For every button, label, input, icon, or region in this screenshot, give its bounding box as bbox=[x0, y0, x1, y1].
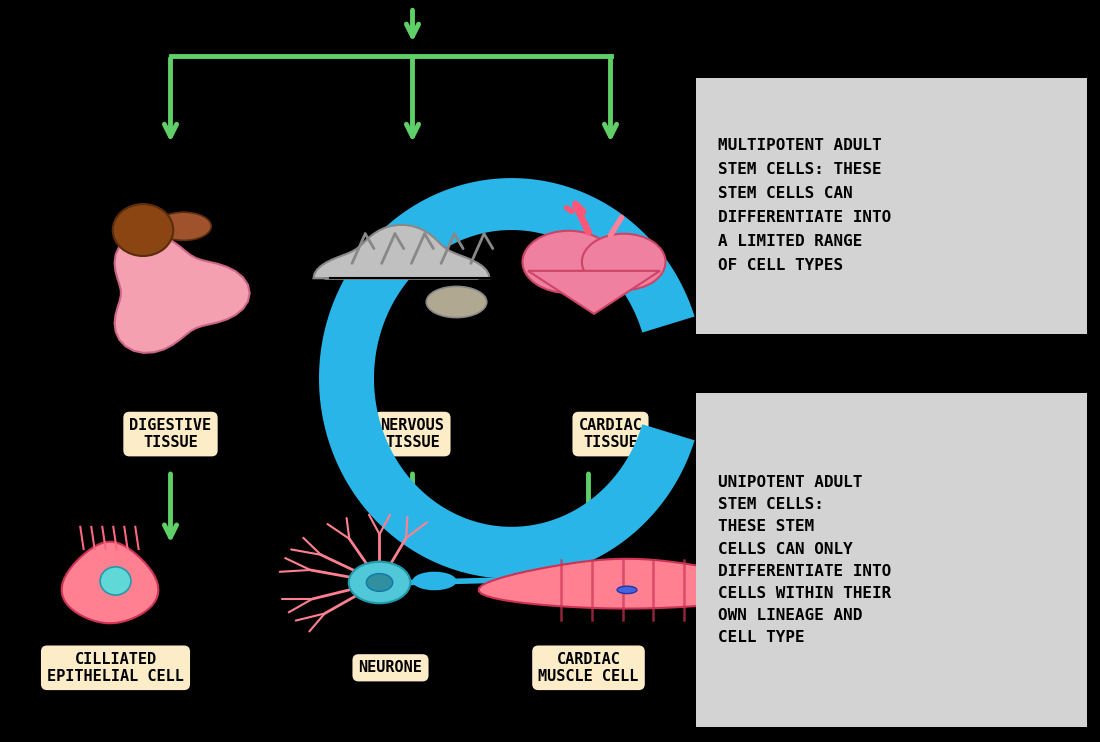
Polygon shape bbox=[478, 559, 776, 608]
Polygon shape bbox=[62, 542, 158, 623]
FancyArrow shape bbox=[532, 573, 572, 603]
Text: CARDIAC
MUSCLE CELL: CARDIAC MUSCLE CELL bbox=[538, 651, 639, 684]
Polygon shape bbox=[114, 233, 250, 353]
Text: MULTIPOTENT ADULT
STEM CELLS: THESE
STEM CELLS CAN
DIFFERENTIATE INTO
A LIMITED : MULTIPOTENT ADULT STEM CELLS: THESE STEM… bbox=[718, 139, 892, 273]
Polygon shape bbox=[319, 178, 694, 579]
Circle shape bbox=[522, 231, 615, 293]
FancyBboxPatch shape bbox=[696, 393, 1087, 727]
Text: NEURONE: NEURONE bbox=[359, 660, 422, 675]
Text: CARDIAC
TISSUE: CARDIAC TISSUE bbox=[579, 418, 642, 450]
Polygon shape bbox=[314, 225, 490, 278]
Text: UNIPOTENT ADULT
STEM CELLS:
THESE STEM
CELLS CAN ONLY
DIFFERENTIATE INTO
CELLS W: UNIPOTENT ADULT STEM CELLS: THESE STEM C… bbox=[718, 475, 892, 646]
Circle shape bbox=[366, 574, 393, 591]
Ellipse shape bbox=[100, 567, 131, 595]
Text: CILLIATED
EPITHELIAL CELL: CILLIATED EPITHELIAL CELL bbox=[47, 651, 184, 684]
Polygon shape bbox=[528, 271, 660, 314]
Ellipse shape bbox=[617, 586, 637, 594]
Ellipse shape bbox=[112, 204, 174, 256]
Text: DIGESTIVE
TISSUE: DIGESTIVE TISSUE bbox=[130, 418, 211, 450]
FancyBboxPatch shape bbox=[696, 78, 1087, 334]
Ellipse shape bbox=[156, 212, 211, 240]
Ellipse shape bbox=[427, 286, 486, 318]
Circle shape bbox=[582, 234, 665, 290]
Ellipse shape bbox=[412, 571, 456, 591]
Circle shape bbox=[349, 562, 410, 603]
Text: NERVOUS
TISSUE: NERVOUS TISSUE bbox=[381, 418, 444, 450]
